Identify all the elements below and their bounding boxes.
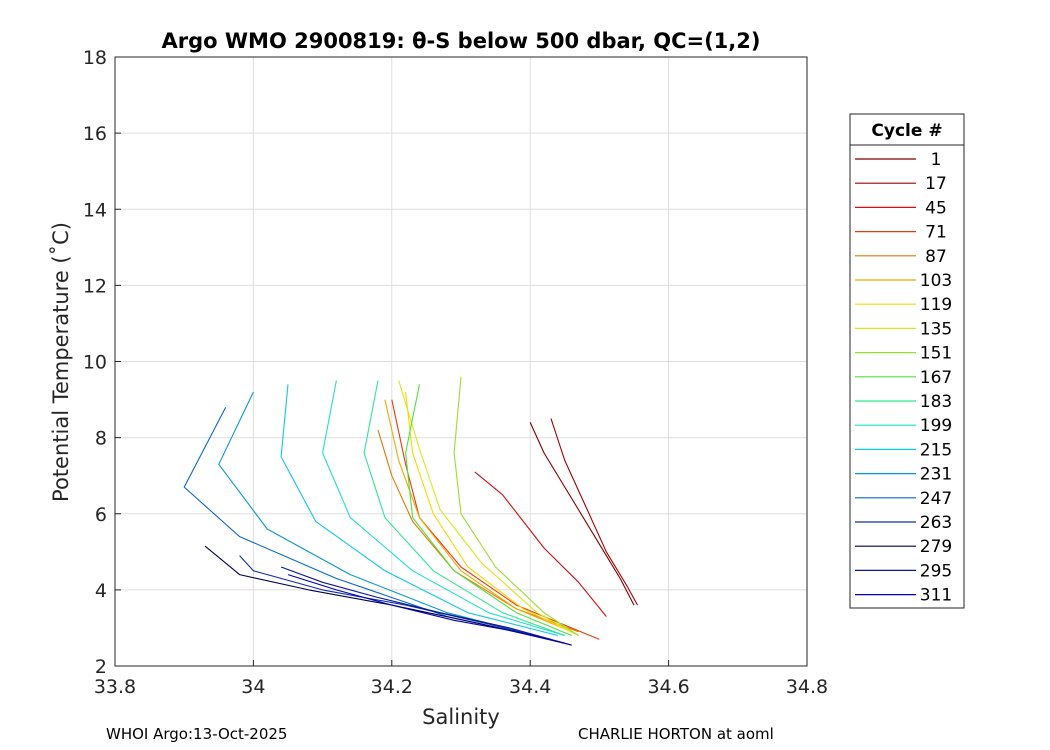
legend-label-151: 151 [920,344,952,364]
series-line-167 [405,384,572,637]
y-tick-label: 12 [83,275,107,297]
y-tick-label: 10 [83,352,107,374]
y-tick-label: 8 [95,428,107,450]
legend-label-215: 215 [920,440,952,460]
legend-label-87: 87 [925,247,947,267]
y-tick-label: 2 [95,656,107,678]
legend-label-311: 311 [920,586,952,606]
series-line-71 [391,399,600,640]
legend-label-103: 103 [920,271,952,291]
y-tick-label: 4 [95,580,107,602]
legend-label-1: 1 [931,150,942,170]
x-tick-label: 34.8 [786,676,828,698]
series-line-183 [363,380,565,637]
series-line-17 [550,418,638,606]
series-line-119 [405,391,579,636]
y-axis-ticks: 2 4 6 8 10 12 14 16 18 [83,47,121,678]
legend-label-279: 279 [920,537,952,557]
y-tick-label: 14 [83,199,107,221]
legend-label-231: 231 [920,465,952,485]
series-line-103 [384,399,572,633]
series-line-295 [280,566,572,646]
x-tick-label: 34.6 [647,676,689,698]
series-line-311 [287,574,572,646]
legend-entries: 1 17 45 71 87 103 119 135 151 167 183 199 215 231 247 2… [855,150,952,606]
legend-label-199: 199 [920,416,952,436]
legend: Cycle # 1 17 45 71 87 103 119 135 151 167 183 199 21… [849,113,965,609]
x-axis-ticks: 33.8 34 34.2 34.4 34.6 34.8 [94,660,828,698]
series-line-135 [398,380,579,636]
x-tick-label: 34.4 [509,676,551,698]
y-axis-label: Potential Temperature (˚C) [49,222,73,502]
x-tick-label: 33.8 [94,676,136,698]
legend-label-71: 71 [925,223,947,243]
series-group [183,376,638,646]
legend-label-119: 119 [920,295,952,315]
chart-title: Argo WMO 2900819: θ-S below 500 dbar, QC… [162,29,761,53]
x-tick-label: 34 [241,676,265,698]
footer-right: CHARLIE HORTON at aoml [578,725,774,743]
legend-label-263: 263 [920,513,952,533]
legend-label-247: 247 [920,489,952,509]
legend-label-135: 135 [920,319,952,339]
legend-label-45: 45 [925,198,947,218]
series-line-199 [322,380,565,637]
series-line-1 [529,422,635,606]
series-line-279 [204,545,565,644]
series-line-151 [453,376,579,636]
series-line-215 [280,384,559,637]
legend-box [849,113,965,609]
legend-label-183: 183 [920,392,952,412]
y-tick-label: 18 [83,47,107,69]
series-line-45 [474,471,607,617]
legend-title: Cycle # [871,121,942,141]
footer-left: WHOI Argo:13-Oct-2025 [106,725,288,743]
legend-label-295: 295 [920,561,952,581]
y-tick-label: 16 [83,123,107,145]
x-tick-label: 34.2 [371,676,413,698]
x-axis-label: Salinity [422,705,500,729]
series-line-231 [218,391,552,640]
legend-label-17: 17 [925,174,947,194]
y-tick-label: 6 [95,504,107,526]
legend-label-167: 167 [920,368,952,388]
